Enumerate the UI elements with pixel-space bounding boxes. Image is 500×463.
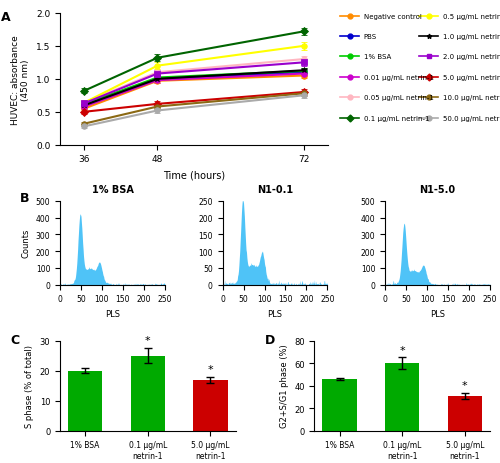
Text: 10.0 µg/mL netrin-1: 10.0 µg/mL netrin-1: [442, 95, 500, 101]
Text: PBS: PBS: [364, 34, 377, 40]
Title: N1-5.0: N1-5.0: [420, 185, 456, 195]
Text: 2.0 µg/mL netrin-1: 2.0 µg/mL netrin-1: [442, 54, 500, 60]
Y-axis label: G2+S/G1 phase (%): G2+S/G1 phase (%): [280, 344, 288, 427]
Text: 0.5 µg/mL netrin-1: 0.5 µg/mL netrin-1: [442, 13, 500, 19]
Text: B: B: [20, 191, 30, 204]
Text: Negative control: Negative control: [364, 13, 422, 19]
Text: C: C: [11, 334, 20, 347]
Bar: [448, 396, 482, 431]
Bar: [130, 356, 165, 431]
Text: *: *: [462, 381, 468, 390]
Text: 0.05 µg/mL netrin-1: 0.05 µg/mL netrin-1: [364, 95, 434, 101]
Bar: [322, 379, 357, 431]
Text: 5.0 µg/mL netrin-1: 5.0 µg/mL netrin-1: [442, 75, 500, 81]
Text: *: *: [400, 345, 405, 355]
Bar: [385, 363, 420, 431]
X-axis label: PLS: PLS: [105, 309, 120, 318]
X-axis label: PLS: PLS: [430, 309, 445, 318]
Text: *: *: [145, 336, 150, 346]
X-axis label: Time (hours): Time (hours): [163, 169, 225, 180]
Text: 0.01 µg/mL netrin-1: 0.01 µg/mL netrin-1: [364, 75, 434, 81]
Y-axis label: S phase (% of total): S phase (% of total): [25, 344, 34, 427]
Y-axis label: Counts: Counts: [21, 229, 30, 258]
Text: 50.0 µg/mL netrin-1: 50.0 µg/mL netrin-1: [442, 115, 500, 121]
Y-axis label: HUVEC: absorbance
(450 nm): HUVEC: absorbance (450 nm): [11, 35, 30, 125]
Bar: [68, 371, 102, 431]
Title: N1-0.1: N1-0.1: [257, 185, 293, 195]
Text: *: *: [208, 364, 213, 374]
Text: A: A: [1, 11, 11, 24]
Text: 0.1 µg/mL netrin-1: 0.1 µg/mL netrin-1: [364, 115, 430, 121]
Text: 1.0 µg/mL netrin-1: 1.0 µg/mL netrin-1: [442, 34, 500, 40]
Bar: [193, 380, 228, 431]
Text: D: D: [266, 334, 276, 347]
Text: 1% BSA: 1% BSA: [364, 54, 391, 60]
X-axis label: PLS: PLS: [268, 309, 282, 318]
Title: 1% BSA: 1% BSA: [92, 185, 134, 195]
